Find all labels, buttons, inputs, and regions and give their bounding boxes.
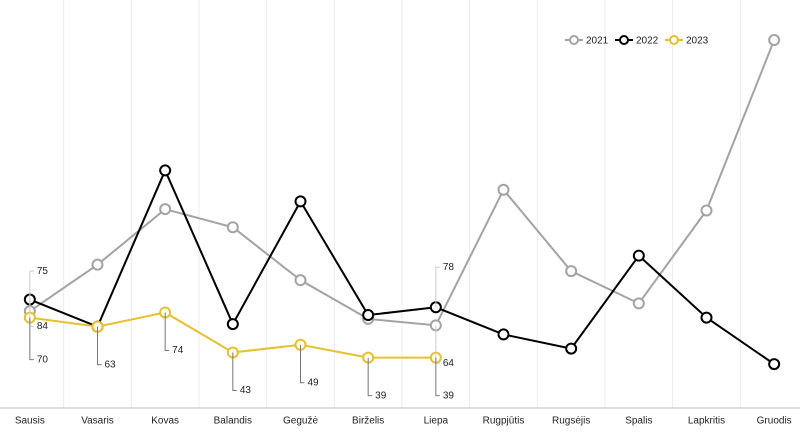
point (159, 164, 172, 177)
legend-label: 2023 (686, 36, 709, 47)
leader-line (97, 326, 102, 366)
data-label: 74 (172, 345, 184, 356)
data-label: 43 (240, 385, 252, 396)
leader-line (29, 317, 34, 361)
line (29, 167, 775, 365)
data-label: 84 (37, 321, 49, 332)
x-tick-label: Birželis (352, 416, 384, 427)
point (565, 265, 578, 278)
leader-line (29, 270, 34, 312)
data-label: 63 (105, 359, 117, 370)
point (226, 318, 239, 331)
line (29, 39, 776, 327)
point (632, 249, 645, 262)
data-label: 39 (375, 390, 387, 401)
point (294, 195, 307, 208)
point (565, 342, 578, 355)
legend-label: 2021 (586, 36, 609, 47)
data-label: 49 (308, 377, 320, 388)
x-tick-label: Balandis (214, 416, 252, 427)
x-tick-label: Sausis (15, 416, 45, 427)
x-tick-label: Lapkritis (688, 416, 725, 427)
legend-label: 2022 (636, 36, 659, 47)
x-tick-label: Rugpjūtis (483, 416, 525, 427)
x-tick-label: Vasaris (81, 416, 114, 427)
legend-marker (569, 35, 579, 45)
x-tick-label: Liepa (424, 416, 449, 427)
point (294, 274, 307, 287)
leader-line (435, 266, 440, 308)
leader-line (435, 357, 440, 397)
point (768, 358, 781, 371)
point (768, 34, 781, 47)
x-tick-label: Gegužė (283, 416, 318, 427)
point (159, 203, 172, 216)
point (91, 258, 104, 271)
data-label: 70 (37, 354, 49, 365)
leader-line (232, 352, 237, 391)
point (226, 221, 239, 234)
data-label: 78 (443, 262, 455, 273)
legend-marker (669, 35, 679, 45)
legend-marker (619, 35, 629, 45)
data-label: 75 (37, 266, 49, 277)
x-tick-label: Spalis (625, 416, 652, 427)
point (700, 204, 713, 217)
point (497, 183, 510, 196)
data-label: 64 (443, 358, 455, 369)
leader-line (300, 344, 305, 384)
x-tick-label: Kovas (151, 416, 179, 427)
point (362, 309, 375, 322)
point (700, 311, 713, 324)
leader-line (367, 357, 373, 397)
data-label: 39 (443, 390, 455, 401)
point (632, 297, 645, 310)
x-tick-label: Rugsėjis (552, 416, 590, 427)
point (497, 328, 510, 341)
x-tick-label: Gruodis (757, 416, 792, 427)
leader-line (164, 312, 170, 351)
